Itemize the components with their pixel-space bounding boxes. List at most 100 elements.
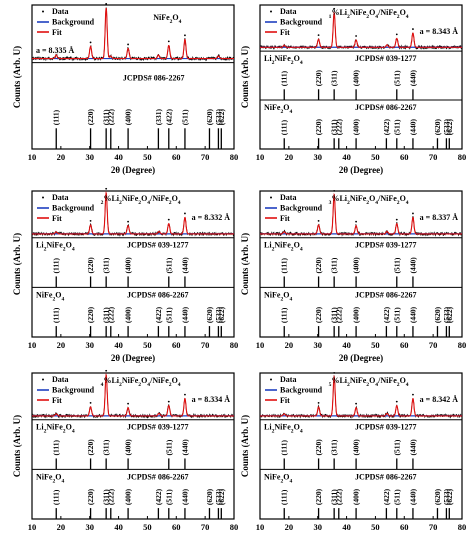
- sample-title: NiFe2O4: [153, 13, 181, 25]
- peak-marker: [395, 218, 398, 221]
- reflection-label: (222): [106, 306, 115, 323]
- jcpds-label: JCPDS# 039-1277: [127, 423, 189, 432]
- reflection-label: (620): [205, 109, 214, 126]
- reflection-label: (400): [352, 70, 361, 87]
- lattice-parameter: a = 8.343 Å: [420, 27, 459, 36]
- x-tick-label: 80: [458, 340, 467, 350]
- jcpds-label: JCPDS# 086-2267: [127, 472, 189, 481]
- x-tick-label: 40: [342, 522, 351, 532]
- reflection-label: (511): [164, 439, 173, 455]
- reflection-label: (111): [52, 307, 61, 323]
- reflection-label: (311): [330, 70, 339, 86]
- reflection-label: (511): [392, 257, 401, 273]
- reflection-label: (440): [408, 488, 417, 505]
- reflection-label: (111): [280, 70, 289, 86]
- reflection-label: (220): [314, 306, 323, 323]
- jcpds-label: JCPDS# 086-2267: [355, 103, 417, 112]
- x-tick-label: 20: [285, 152, 294, 162]
- reflection-label: (622): [445, 118, 454, 135]
- legend-marker-data: [270, 196, 272, 199]
- phase-label: NiFe2O4: [264, 472, 292, 484]
- jcpds-label: JCPDS# 039-1277: [355, 241, 417, 250]
- legend-label-fit: Fit: [52, 214, 62, 223]
- reflection-label: (533): [442, 488, 451, 505]
- x-tick-label: 80: [458, 152, 467, 162]
- reflection-label: (440): [180, 439, 189, 456]
- peak-marker: [317, 401, 320, 404]
- reflection-label: (440): [180, 257, 189, 274]
- reflection-label: (440): [180, 488, 189, 505]
- reflection-label: (622): [217, 488, 226, 505]
- phase-label: Li2NiFe2O4: [264, 423, 303, 435]
- peak-marker: [184, 393, 186, 396]
- x-tick-label: 50: [143, 522, 152, 532]
- x-tick-label: 80: [230, 522, 239, 532]
- x-tick-label: 30: [313, 522, 322, 532]
- x-tick-label: 80: [458, 522, 467, 532]
- reflection-label: (400): [124, 306, 133, 323]
- legend-label-background: Background: [280, 18, 323, 27]
- jcpds-label: JCPDS# 086-2267: [355, 472, 417, 481]
- legend-label-data: Data: [52, 193, 68, 202]
- reflection-label: (220): [314, 70, 323, 87]
- legend-label-fit: Fit: [280, 396, 290, 405]
- reflection-label: (311): [102, 257, 111, 273]
- legend-label-background: Background: [52, 18, 95, 27]
- x-tick-label: 20: [57, 152, 66, 162]
- peak-marker: [89, 219, 92, 222]
- x-tick-label: 80: [230, 340, 239, 350]
- x-tick-label: 20: [285, 522, 294, 532]
- y-axis-label: Counts (Arb. U): [240, 233, 250, 295]
- reflection-label: (620): [205, 306, 214, 323]
- x-tick-label: 20: [57, 340, 66, 350]
- reflection-label: (222): [334, 118, 343, 135]
- peak-marker: [412, 28, 414, 30]
- reflection-label: (620): [433, 306, 442, 323]
- reflection-label: (533): [214, 109, 223, 126]
- phase-label: Li2NiFe2O4: [264, 54, 303, 66]
- x-tick-label: 60: [172, 522, 181, 532]
- peak-marker: [167, 218, 170, 221]
- reflection-label: (111): [52, 440, 61, 456]
- reflection-label: (111): [52, 258, 61, 274]
- reflection-label: (511): [180, 109, 189, 125]
- jcpds-label: JCPDS# 039-1277: [355, 54, 417, 63]
- peak-marker: [412, 212, 414, 215]
- sample-title: 2%Li2NiFe2O4/NiFe2O4: [101, 194, 181, 206]
- x-axis-label: 2θ (Degree): [111, 165, 155, 175]
- legend-label-fit: Fit: [280, 28, 290, 37]
- reflection-label: (111): [52, 109, 61, 125]
- reflection-label: (111): [280, 119, 289, 135]
- legend-marker-data: [270, 378, 272, 381]
- reflection-label: (311): [330, 307, 339, 323]
- legend-label-fit: Fit: [52, 396, 62, 405]
- y-axis-label: Counts (Arb. U): [12, 415, 22, 477]
- x-tick-label: 60: [172, 340, 181, 350]
- reflection-label: (111): [280, 307, 289, 323]
- reflection-label: (220): [314, 439, 323, 456]
- reflection-label: (222): [106, 488, 115, 505]
- reflection-label: (331): [154, 109, 163, 126]
- peak-marker: [355, 220, 357, 223]
- reflection-label: (533): [442, 118, 451, 135]
- legend-label-background: Background: [280, 386, 323, 395]
- reflection-label: (400): [352, 306, 361, 323]
- x-tick-label: 50: [371, 522, 380, 532]
- reflection-label: (511): [392, 439, 401, 455]
- legend-label-data: Data: [52, 7, 68, 16]
- peak-marker: [333, 371, 336, 374]
- reflection-label: (533): [442, 306, 451, 323]
- jcpds-label: JCPDS# 039-1277: [127, 241, 189, 250]
- reflection-label: (400): [352, 488, 361, 505]
- peak-marker: [355, 402, 357, 405]
- reflection-label: (400): [124, 488, 133, 505]
- reflection-label: (220): [314, 488, 323, 505]
- legend-label-background: Background: [52, 386, 95, 395]
- peak-marker: [184, 212, 186, 215]
- reflection-label: (622): [217, 306, 226, 323]
- y-axis-label: Counts (Arb. U): [240, 46, 250, 108]
- reflection-label: (222): [334, 488, 343, 505]
